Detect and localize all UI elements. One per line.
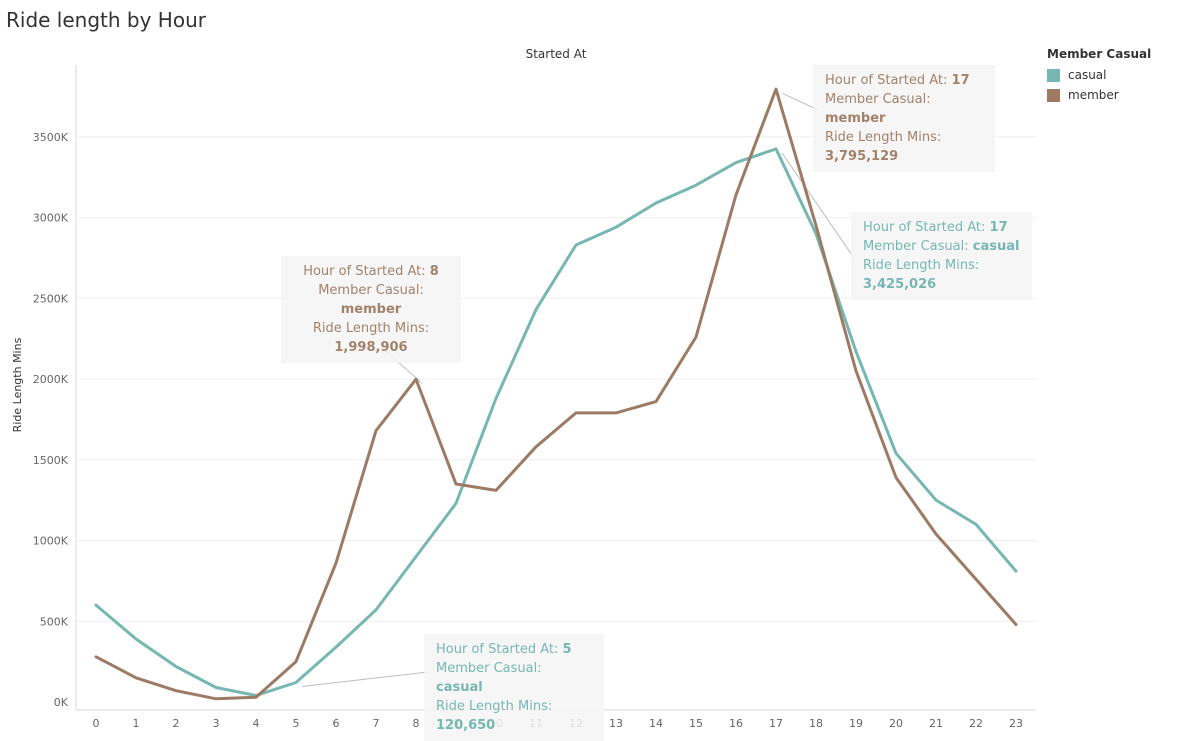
x-tick-label: 3 <box>213 717 220 730</box>
y-tick-label: 1500K <box>33 454 69 467</box>
x-axis-title: Started At <box>526 47 587 61</box>
y-tick-label: 3500K <box>33 131 69 144</box>
x-tick-label: 17 <box>769 717 783 730</box>
annotation-leader-line <box>781 152 855 259</box>
y-tick-label: 2500K <box>33 292 69 305</box>
x-tick-label: 8 <box>413 717 420 730</box>
x-tick-label: 23 <box>1009 717 1023 730</box>
x-tick-label: 13 <box>609 717 623 730</box>
series-line-member <box>94 87 1018 701</box>
legend-item-casual[interactable]: casual <box>1047 65 1151 85</box>
legend-title: Member Casual <box>1047 47 1152 61</box>
x-tick-label: 20 <box>889 717 903 730</box>
y-tick-label: 500K <box>40 615 69 628</box>
x-tick-label: 6 <box>333 717 340 730</box>
x-tick-label: 5 <box>293 717 300 730</box>
x-tick-label: 18 <box>809 717 823 730</box>
x-tick-label: 15 <box>689 717 703 730</box>
y-tick-label: 1000K <box>33 535 69 548</box>
x-tick-label: 0 <box>93 717 100 730</box>
legend-item-member[interactable]: member <box>1047 85 1151 105</box>
x-tick-label: 19 <box>849 717 863 730</box>
y-tick-label: 3000K <box>33 212 69 225</box>
x-tick-label: 21 <box>929 717 943 730</box>
x-tick-label: 7 <box>373 717 380 730</box>
annotation-member-hour-17: Hour of Started At: 17 Member Casual: me… <box>813 65 995 172</box>
annotation-leader-line <box>301 671 429 688</box>
y-axis-title: Ride Length Mins <box>11 337 24 432</box>
legend-swatch-member <box>1047 88 1060 102</box>
x-tick-label: 4 <box>253 717 260 730</box>
x-tick-label: 1 <box>133 717 140 730</box>
legend-label-casual: casual <box>1068 68 1107 82</box>
legend: Member Casual casual member <box>1047 47 1151 105</box>
legend-label-member: member <box>1068 88 1119 102</box>
annotation-member-hour-8: Hour of Started At: 8 Member Casual: mem… <box>281 256 461 363</box>
x-tick-label: 14 <box>649 717 663 730</box>
annotation-casual-hour-17: Hour of Started At: 17 Member Casual: ca… <box>851 212 1032 300</box>
annotation-casual-hour-5: Hour of Started At: 5 Member Casual: cas… <box>424 634 604 741</box>
series-line-casual <box>94 147 1018 697</box>
legend-swatch-casual <box>1047 68 1060 82</box>
annotation-leader-line <box>781 92 819 111</box>
y-tick-label: 0K <box>54 696 69 709</box>
x-tick-label: 22 <box>969 717 983 730</box>
y-tick-label: 2000K <box>33 373 69 386</box>
x-tick-label: 16 <box>729 717 743 730</box>
x-tick-label: 2 <box>173 717 180 730</box>
chart-title: Ride length by Hour <box>6 8 206 32</box>
